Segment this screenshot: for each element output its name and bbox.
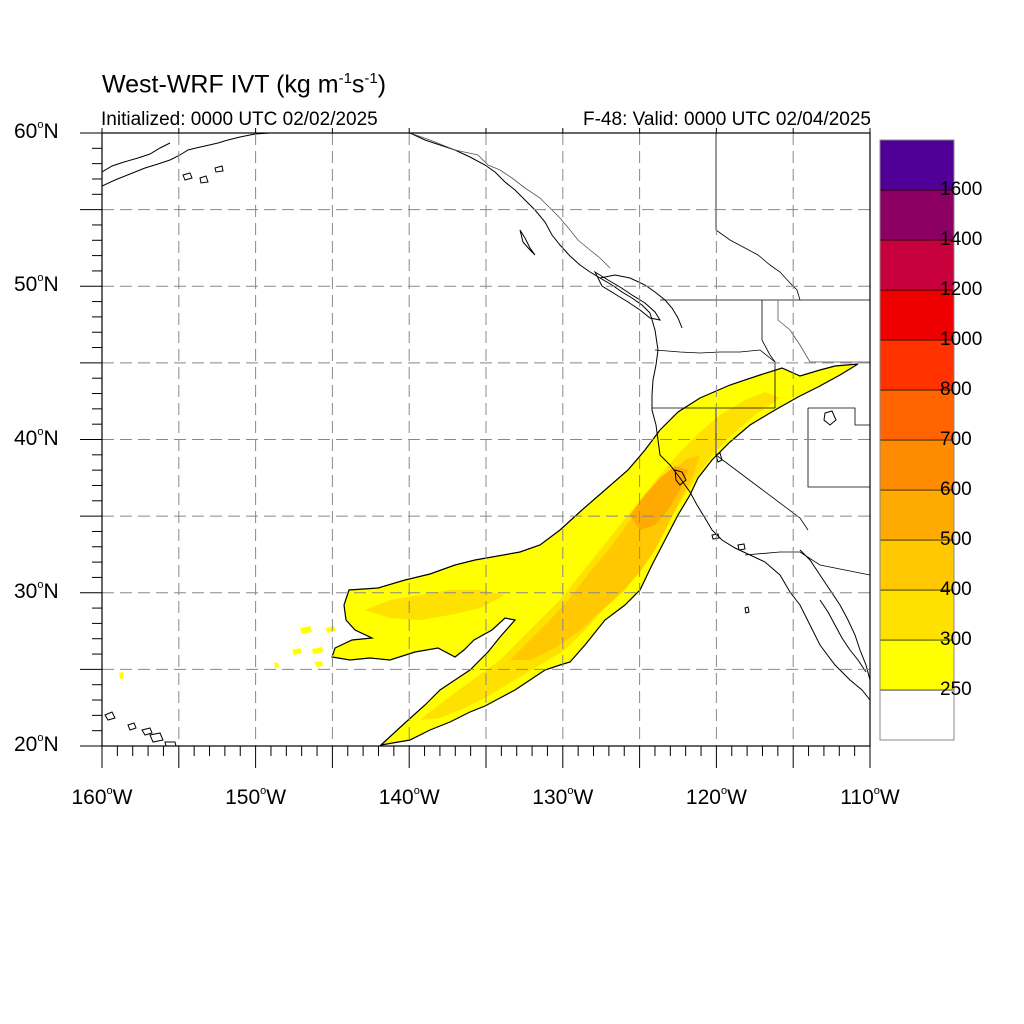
latitude-label: 40oN bbox=[14, 425, 59, 450]
longitude-label: 160oW bbox=[71, 785, 133, 809]
nevada-utah-border bbox=[807, 408, 870, 488]
alaska-coastline bbox=[102, 133, 271, 187]
alaska-peninsula-coastline bbox=[102, 142, 171, 173]
latitude-label: 50oN bbox=[14, 272, 59, 297]
valid-time-label: F-48: Valid: 0000 UTC 02/04/2025 bbox=[583, 109, 871, 130]
colorbar-swatch bbox=[879, 639, 955, 691]
longitude-label: 110oW bbox=[840, 785, 900, 809]
latitude-label: 30oN bbox=[14, 578, 59, 603]
sf-bay-coastline bbox=[674, 469, 687, 486]
colorbar-label: 250 bbox=[940, 679, 972, 700]
colorbar bbox=[879, 139, 955, 741]
ivt-500-600-area bbox=[630, 466, 688, 530]
ivt-isolated-patch bbox=[326, 626, 336, 633]
colorbar-label: 600 bbox=[940, 479, 972, 500]
longitude-label: 120oW bbox=[685, 785, 747, 809]
longitude-label: 150oW bbox=[225, 785, 287, 809]
great-salt-lake bbox=[823, 410, 837, 426]
longitude-label: 140oW bbox=[378, 785, 440, 809]
ivt-isolated-patch bbox=[274, 662, 279, 668]
baja-coastline bbox=[799, 549, 870, 681]
ivt-250-300-area bbox=[331, 363, 859, 746]
colorbar-swatch bbox=[879, 539, 955, 591]
colorbar-label: 1000 bbox=[940, 329, 983, 350]
vancouver-island-coastline bbox=[593, 270, 662, 321]
colorbar-label: 1200 bbox=[940, 279, 983, 300]
washington-oregon-border bbox=[654, 349, 776, 363]
coastlines bbox=[102, 133, 870, 746]
ivt-isolated-patch bbox=[315, 661, 323, 667]
colorbar-label: 500 bbox=[940, 529, 972, 550]
colorbar-label: 800 bbox=[940, 379, 972, 400]
us-west-coastline bbox=[649, 312, 870, 701]
longitude-label: 130oW bbox=[532, 785, 594, 809]
political-boundaries bbox=[409, 133, 870, 576]
hawaii-coastline bbox=[104, 711, 177, 746]
gulf-of-california-coastline bbox=[819, 599, 867, 673]
us-mexico-border bbox=[744, 551, 870, 576]
ivt-300-400-area-west bbox=[365, 590, 505, 620]
alaska-canada-border bbox=[409, 133, 611, 269]
bc-coastline bbox=[599, 274, 683, 329]
ivt-isolated-patch bbox=[292, 648, 302, 655]
montana-border bbox=[777, 300, 870, 363]
aleutian-islands bbox=[182, 165, 224, 184]
ivt-isolated-patch bbox=[300, 626, 312, 634]
ivt-isolated-patch bbox=[119, 672, 124, 679]
haida-gwaii-coastline bbox=[519, 229, 536, 256]
colorbar-label: 700 bbox=[940, 429, 972, 450]
channel-islands bbox=[711, 533, 750, 614]
idaho-border bbox=[761, 300, 776, 408]
alberta-bc-border bbox=[715, 133, 801, 301]
map-title: West-WRF IVT (kg m-1s-1) bbox=[102, 70, 387, 99]
latitude-label: 60oN bbox=[14, 119, 59, 143]
ivt-shading bbox=[119, 363, 859, 746]
colorbar-swatch bbox=[879, 689, 955, 741]
colorbar-swatch bbox=[879, 439, 955, 491]
colorbar-swatch bbox=[879, 589, 955, 641]
axis-ticks bbox=[80, 128, 871, 768]
colorbar-label: 400 bbox=[940, 579, 972, 600]
colorbar-swatch bbox=[879, 339, 955, 391]
gulf-of-alaska-coastline bbox=[409, 133, 651, 314]
utah-idaho-border bbox=[808, 407, 870, 426]
ivt-isolated-patch bbox=[312, 647, 324, 654]
init-time-label: Initialized: 0000 UTC 02/02/2025 bbox=[101, 109, 378, 130]
colorbar-label: 1600 bbox=[940, 179, 983, 200]
colorbar-swatch bbox=[879, 189, 955, 241]
colorbar-frame bbox=[879, 139, 955, 741]
colorbar-label: 300 bbox=[940, 629, 972, 650]
colorbar-swatch bbox=[879, 239, 955, 291]
graticule bbox=[102, 133, 870, 746]
colorbar-label: 1400 bbox=[940, 229, 983, 250]
latitude-label: 20oN bbox=[14, 732, 59, 756]
